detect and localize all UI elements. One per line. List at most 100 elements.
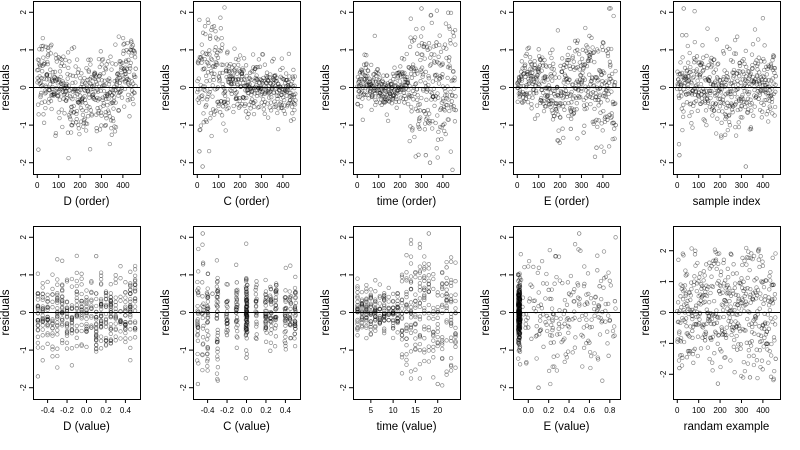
data-point	[733, 324, 739, 329]
data-point	[718, 273, 723, 278]
data-point	[375, 67, 380, 72]
data-point	[568, 108, 573, 113]
data-point	[545, 328, 550, 334]
data-point	[382, 326, 387, 331]
data-point	[35, 319, 41, 325]
data-point	[516, 300, 521, 305]
data-point	[422, 305, 427, 311]
data-point	[214, 371, 220, 376]
data-point	[268, 348, 273, 353]
data-point	[244, 304, 249, 309]
data-point	[719, 349, 724, 354]
data-point	[736, 342, 741, 347]
data-point	[516, 285, 521, 290]
data-point	[82, 93, 87, 99]
data-point	[606, 270, 611, 275]
data-point	[394, 105, 399, 110]
data-point	[550, 47, 555, 52]
x-tick-label: 0.2	[100, 406, 112, 415]
data-point	[417, 281, 423, 286]
data-point	[519, 78, 525, 83]
data-point	[52, 75, 57, 80]
data-point	[287, 298, 292, 303]
data-point	[94, 333, 99, 339]
data-point	[404, 276, 409, 281]
data-point	[602, 119, 608, 125]
data-point	[440, 293, 445, 298]
data-point	[746, 249, 751, 254]
data-point	[79, 71, 84, 76]
data-point	[254, 296, 259, 302]
data-point	[419, 95, 424, 101]
data-point	[384, 86, 389, 91]
data-point	[562, 77, 567, 83]
data-point	[590, 90, 596, 95]
data-point	[591, 300, 597, 306]
data-point	[516, 314, 521, 320]
data-point	[535, 66, 540, 71]
data-point	[293, 290, 298, 295]
data-point	[612, 299, 618, 304]
data-point	[570, 55, 575, 61]
data-point	[123, 289, 128, 295]
data-point	[262, 91, 267, 96]
data-point	[431, 329, 436, 334]
data-point	[94, 337, 99, 342]
data-point	[415, 92, 420, 98]
data-point	[717, 104, 723, 109]
data-point	[390, 305, 396, 310]
data-point	[420, 52, 425, 57]
data-point	[554, 315, 559, 321]
data-point	[293, 326, 298, 331]
data-point	[742, 368, 748, 374]
data-point	[679, 286, 684, 292]
data-point	[525, 46, 530, 51]
data-point	[234, 334, 239, 339]
data-point	[55, 93, 60, 98]
data-point	[74, 335, 79, 340]
data-point	[426, 311, 431, 316]
data-point	[64, 315, 70, 320]
data-point	[738, 311, 743, 316]
data-point	[596, 303, 601, 308]
data-point	[237, 98, 242, 103]
data-point	[741, 375, 746, 380]
data-point	[517, 298, 522, 304]
data-point	[399, 297, 405, 302]
data-point	[552, 113, 557, 119]
data-point	[760, 109, 765, 114]
data-point	[243, 101, 248, 107]
data-point	[585, 271, 591, 276]
data-point	[600, 128, 605, 133]
data-point	[517, 288, 522, 294]
data-point	[250, 52, 256, 57]
data-point	[64, 346, 70, 351]
data-point	[274, 288, 279, 293]
data-point	[417, 118, 422, 123]
data-point	[69, 314, 75, 320]
data-point	[362, 85, 368, 91]
data-point	[608, 64, 613, 69]
data-point	[425, 120, 431, 125]
data-point	[55, 353, 60, 359]
data-point	[710, 101, 715, 106]
data-point	[683, 92, 689, 97]
data-point	[748, 102, 753, 108]
data-point	[205, 345, 210, 350]
data-point	[443, 88, 448, 94]
data-point	[448, 364, 454, 369]
data-point	[417, 102, 422, 107]
data-point	[701, 89, 706, 94]
data-point	[368, 295, 373, 300]
data-point	[544, 93, 550, 98]
data-point	[605, 98, 610, 103]
data-point	[772, 322, 778, 327]
data-point	[678, 81, 684, 86]
data-point	[254, 336, 259, 341]
data-point	[714, 86, 719, 91]
data-point	[263, 289, 269, 294]
data-point	[534, 324, 539, 329]
data-point	[235, 323, 240, 328]
data-point	[750, 78, 755, 83]
data-point	[200, 303, 205, 308]
